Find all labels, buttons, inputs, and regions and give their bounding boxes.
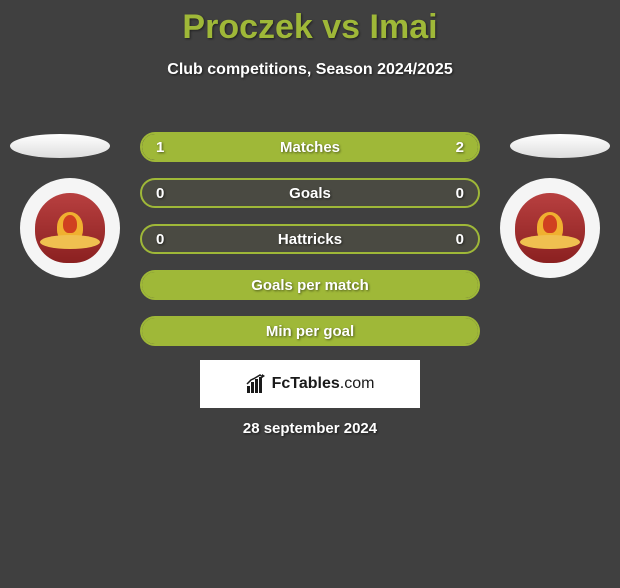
stats-container: 1 Matches 2 0 Goals 0 0 Hattricks 0 Goal… — [140, 132, 480, 362]
date-text: 28 september 2024 — [0, 420, 620, 437]
team-logo-left — [20, 178, 120, 278]
brand-main: Tables — [290, 375, 340, 392]
team-logo-right — [500, 178, 600, 278]
comparison-title: Proczek vs Imai — [0, 8, 620, 47]
player-photo-left — [10, 134, 110, 158]
player-photo-right — [510, 134, 610, 158]
stat-value-left: 0 — [156, 185, 164, 202]
stat-row-matches: 1 Matches 2 — [140, 132, 480, 162]
stat-label: Matches — [280, 139, 340, 156]
stat-value-right: 0 — [456, 185, 464, 202]
brand-text: FcTables.com — [272, 375, 375, 393]
comparison-subtitle: Club competitions, Season 2024/2025 — [0, 61, 620, 79]
stat-value-right: 0 — [456, 231, 464, 248]
stat-row-goals-per-match: Goals per match — [140, 270, 480, 300]
team-emblem-left — [35, 193, 105, 263]
stat-value-left: 0 — [156, 231, 164, 248]
team-emblem-right — [515, 193, 585, 263]
stat-row-hattricks: 0 Hattricks 0 — [140, 224, 480, 254]
stat-value-left: 1 — [156, 139, 164, 156]
stat-label: Min per goal — [266, 323, 354, 340]
brand-logo: FcTables.com — [246, 373, 375, 395]
brand-prefix: Fc — [272, 375, 291, 392]
stat-value-right: 2 — [456, 139, 464, 156]
stat-label: Goals per match — [251, 277, 369, 294]
stat-label: Goals — [289, 185, 331, 202]
stat-label: Hattricks — [278, 231, 342, 248]
stat-row-min-per-goal: Min per goal — [140, 316, 480, 346]
chart-icon — [246, 373, 268, 395]
brand-suffix: .com — [340, 375, 375, 392]
stat-row-goals: 0 Goals 0 — [140, 178, 480, 208]
brand-box[interactable]: FcTables.com — [200, 360, 420, 408]
